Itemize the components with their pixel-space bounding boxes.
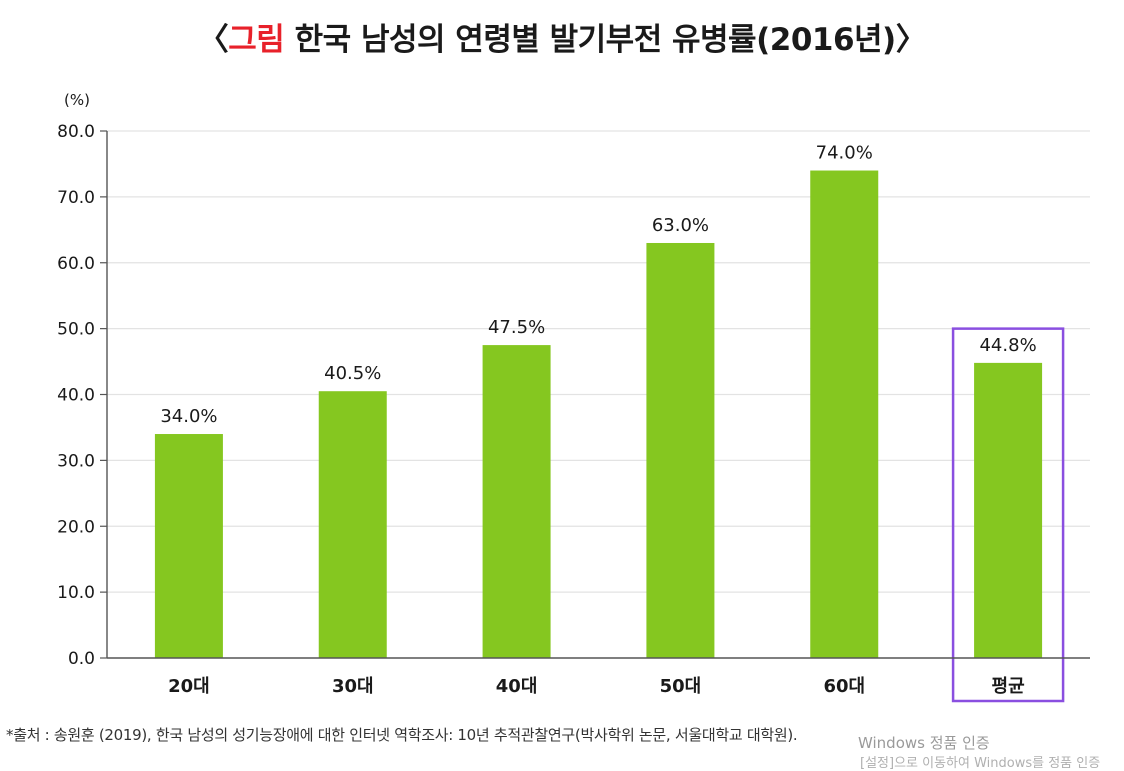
y-tick-label: 20.0 <box>57 517 95 537</box>
figure-label: 그림 <box>228 22 285 58</box>
y-tick-label: 70.0 <box>57 188 95 208</box>
y-tick-label: 50.0 <box>57 320 95 340</box>
bar <box>810 170 879 658</box>
x-tick-label: 50대 <box>660 676 702 697</box>
data-label: 34.0% <box>160 406 217 427</box>
bar <box>154 434 223 658</box>
x-tick-label: 평균 <box>992 676 1025 697</box>
data-label: 44.8% <box>979 335 1036 356</box>
chart-title: 〈그림 한국 남성의 연령별 발기부전 유병률(2016년)〉 <box>0 14 1124 59</box>
x-tick-label: 30대 <box>332 676 374 697</box>
bar <box>646 242 715 659</box>
bar <box>318 391 387 658</box>
bar <box>974 362 1043 658</box>
highlight-box <box>951 327 1065 703</box>
source-note: *출처 : 송원훈 (2019), 한국 남성의 성기능장애에 대한 인터넷 역… <box>6 726 798 744</box>
y-tick-label: 0.0 <box>68 649 95 669</box>
y-unit-label: (%) <box>64 91 90 109</box>
y-tick-label: 80.0 <box>57 122 95 142</box>
y-tick-label: 40.0 <box>57 386 95 406</box>
title-text: 한국 남성의 연령별 발기부전 유병률(2016년) <box>294 22 897 58</box>
data-label: 47.5% <box>488 317 545 338</box>
activation-watermark-sub: [설정]으로 이동하여 Windows를 정품 인증 <box>860 756 1101 771</box>
y-tick-label: 60.0 <box>57 254 95 274</box>
activation-watermark: Windows 정품 인증 <box>858 734 990 752</box>
data-label: 63.0% <box>652 215 709 236</box>
x-tick-label: 20대 <box>168 676 210 697</box>
x-tick-label: 60대 <box>823 676 865 697</box>
y-tick-label: 30.0 <box>57 451 95 471</box>
y-tick-label: 10.0 <box>57 583 95 603</box>
title-close-bracket: 〉 <box>895 22 927 58</box>
x-tick-label: 40대 <box>496 676 538 697</box>
data-label: 74.0% <box>816 143 873 164</box>
data-label: 40.5% <box>324 363 381 384</box>
title-open-bracket: 〈 <box>197 22 229 58</box>
bar <box>482 345 551 658</box>
